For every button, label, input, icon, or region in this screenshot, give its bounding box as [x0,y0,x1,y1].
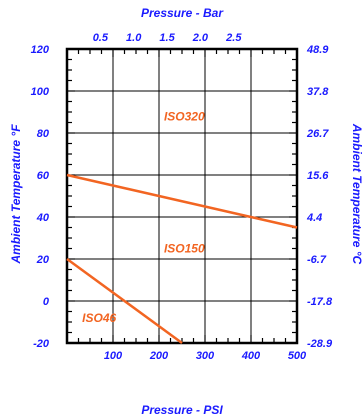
y-left-tick-label: 0 [43,296,50,308]
series-line-iso46 [66,257,183,345]
series-label-iso320: ISO320 [164,109,205,123]
x-top-tick-label: 2.5 [225,32,242,44]
y-left-tick-label: 40 [36,212,50,224]
x-top-tick-label: 1.5 [159,32,175,44]
series-line-iso150 [66,173,298,229]
y-left-tick-label: 80 [37,128,50,140]
y-right-tick-label: 48.9 [306,44,329,56]
bottom-axis-title: Pressure - PSI [141,403,223,417]
y-right-tick-label: 26.7 [306,128,329,140]
x-top-tick-label: 1.0 [126,32,142,44]
y-right-tick-label: 37.8 [307,86,329,98]
y-left-tick-label: 120 [31,44,50,56]
y-left-tick-label: -20 [33,338,50,350]
y-left-tick-label: 100 [31,86,50,98]
y-right-tick-label: 15.6 [307,170,329,182]
x-top-tick-label: 2.0 [192,32,209,44]
right-axis-title: Ambient Temperature °C [350,123,362,265]
top-axis-title: Pressure - Bar [141,6,224,20]
plot-frame [65,47,299,345]
y-left-tick-label: 20 [36,254,50,266]
x-bottom-tick-label: 500 [288,350,307,362]
left-axis-title: Ambient Temperature °F [9,124,23,265]
x-bottom-tick-label: 400 [241,350,261,362]
y-right-tick-label: 4.4 [306,212,322,224]
x-bottom-tick-label: 100 [104,350,123,362]
x-bottom-tick-label: 300 [196,350,215,362]
series-label-iso46: ISO46 [82,311,116,325]
y-left-tick-label: 60 [37,170,50,182]
x-bottom-tick-label: 200 [149,350,169,362]
series-label-iso150: ISO150 [164,242,205,256]
x-top-tick-label: 0.5 [93,32,109,44]
y-right-tick-label: -6.7 [307,254,327,266]
y-right-tick-label: -17.8 [307,296,333,308]
y-right-tick-label: -28.9 [307,338,333,350]
